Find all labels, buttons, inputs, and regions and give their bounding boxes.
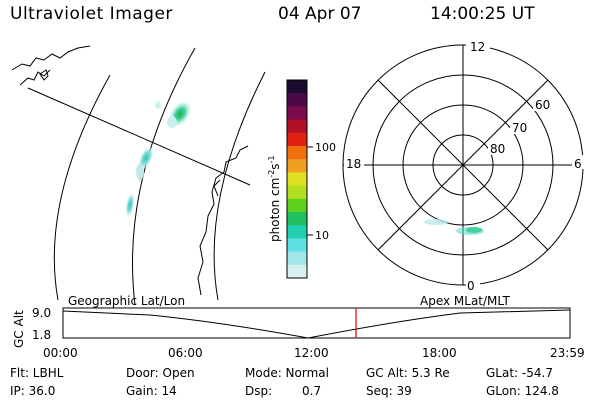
x-tick-0000: 00:00 [43, 346, 78, 360]
timeline-plot: Geographic Lat/Lon Apex MLat/MLT 9.0 1.8… [12, 294, 585, 360]
status-filter: Flt: LBHL [10, 366, 64, 380]
colorbar-label: photon cm-2s-1 [267, 155, 282, 242]
colorbar-cell [287, 146, 307, 160]
timeline-left-title: Geographic Lat/Lon [68, 294, 185, 308]
time-label: 14:00:25 UT [430, 4, 535, 24]
app-title: Ultraviolet Imager [10, 4, 173, 24]
lat-label-80: 80 [490, 142, 505, 156]
colorbar: 100 10 photon cm-2s-1 [267, 79, 336, 279]
coastline-island [39, 69, 49, 81]
status-gc-alt: GC Alt: 5.3 Re [366, 366, 450, 380]
colorbar-cell [287, 132, 307, 147]
mlt-label-0: 0 [467, 279, 475, 293]
colorbar-cell [287, 106, 307, 121]
polar-emission [424, 219, 484, 235]
coastline-right-2 [213, 179, 221, 197]
colorbar-tick-10: 10 [315, 229, 329, 242]
polar-plot [342, 44, 584, 286]
aurora-emission-map [125, 101, 191, 217]
status-mode: Mode: Normal [245, 366, 329, 380]
x-tick-2359: 23:59 [550, 346, 585, 360]
lat-arc-3 [213, 71, 266, 301]
status-gain: Gain: 14 [126, 384, 177, 398]
coastline-top [11, 45, 91, 71]
colorbar-cell [287, 172, 307, 187]
status-glat: GLat: -54.7 [486, 366, 553, 380]
geographic-map-panel [11, 45, 266, 306]
date-label: 04 Apr 07 [278, 4, 362, 24]
coastline-right [197, 145, 249, 296]
status-door: Door: Open [126, 366, 195, 380]
colorbar-tick-100: 100 [315, 141, 336, 154]
mlt-label-18: 18 [346, 157, 361, 171]
polar-labels: 12 18 6 0 60 70 80 [344, 39, 584, 293]
coastline-bottom [19, 69, 51, 86]
colorbar-cell [287, 198, 307, 213]
x-tick-1800: 18:00 [422, 346, 457, 360]
status-dsp-value: 0.7 [302, 384, 322, 398]
colorbar-cell [287, 212, 307, 226]
colorbar-cell [287, 264, 307, 279]
grid-meridian [27, 87, 251, 186]
colorbar-cell [287, 159, 307, 173]
lat-arc-1 [53, 74, 111, 301]
status-glon: GLon: 124.8 [486, 384, 559, 398]
lat-label-70: 70 [512, 121, 527, 135]
colorbar-cell [287, 93, 307, 107]
lat-arc-2 [132, 47, 196, 306]
colorbar-cell [287, 119, 307, 134]
colorbar-cell [287, 185, 307, 200]
mlt-label-12: 12 [470, 40, 485, 54]
timeline-y-label: GC Alt [12, 310, 26, 348]
colorbar-cell [287, 80, 307, 94]
lat-label-60: 60 [535, 98, 550, 112]
timeline-right-title: Apex MLat/MLT [420, 294, 510, 308]
colorbar-cell [287, 251, 307, 266]
status-dsp-label: Dsp: [245, 384, 273, 398]
y-tick-9: 9.0 [32, 306, 51, 320]
x-tick-1200: 12:00 [294, 346, 329, 360]
mlt-label-6: 6 [574, 157, 582, 171]
status-ip: IP: 36.0 [10, 384, 56, 398]
status-seq: Seq: 39 [366, 384, 412, 398]
altitude-curve [62, 309, 571, 339]
x-tick-0600: 06:00 [168, 346, 203, 360]
y-tick-1-8: 1.8 [32, 328, 51, 342]
colorbar-cell [287, 238, 307, 253]
colorbar-cell [287, 225, 307, 239]
